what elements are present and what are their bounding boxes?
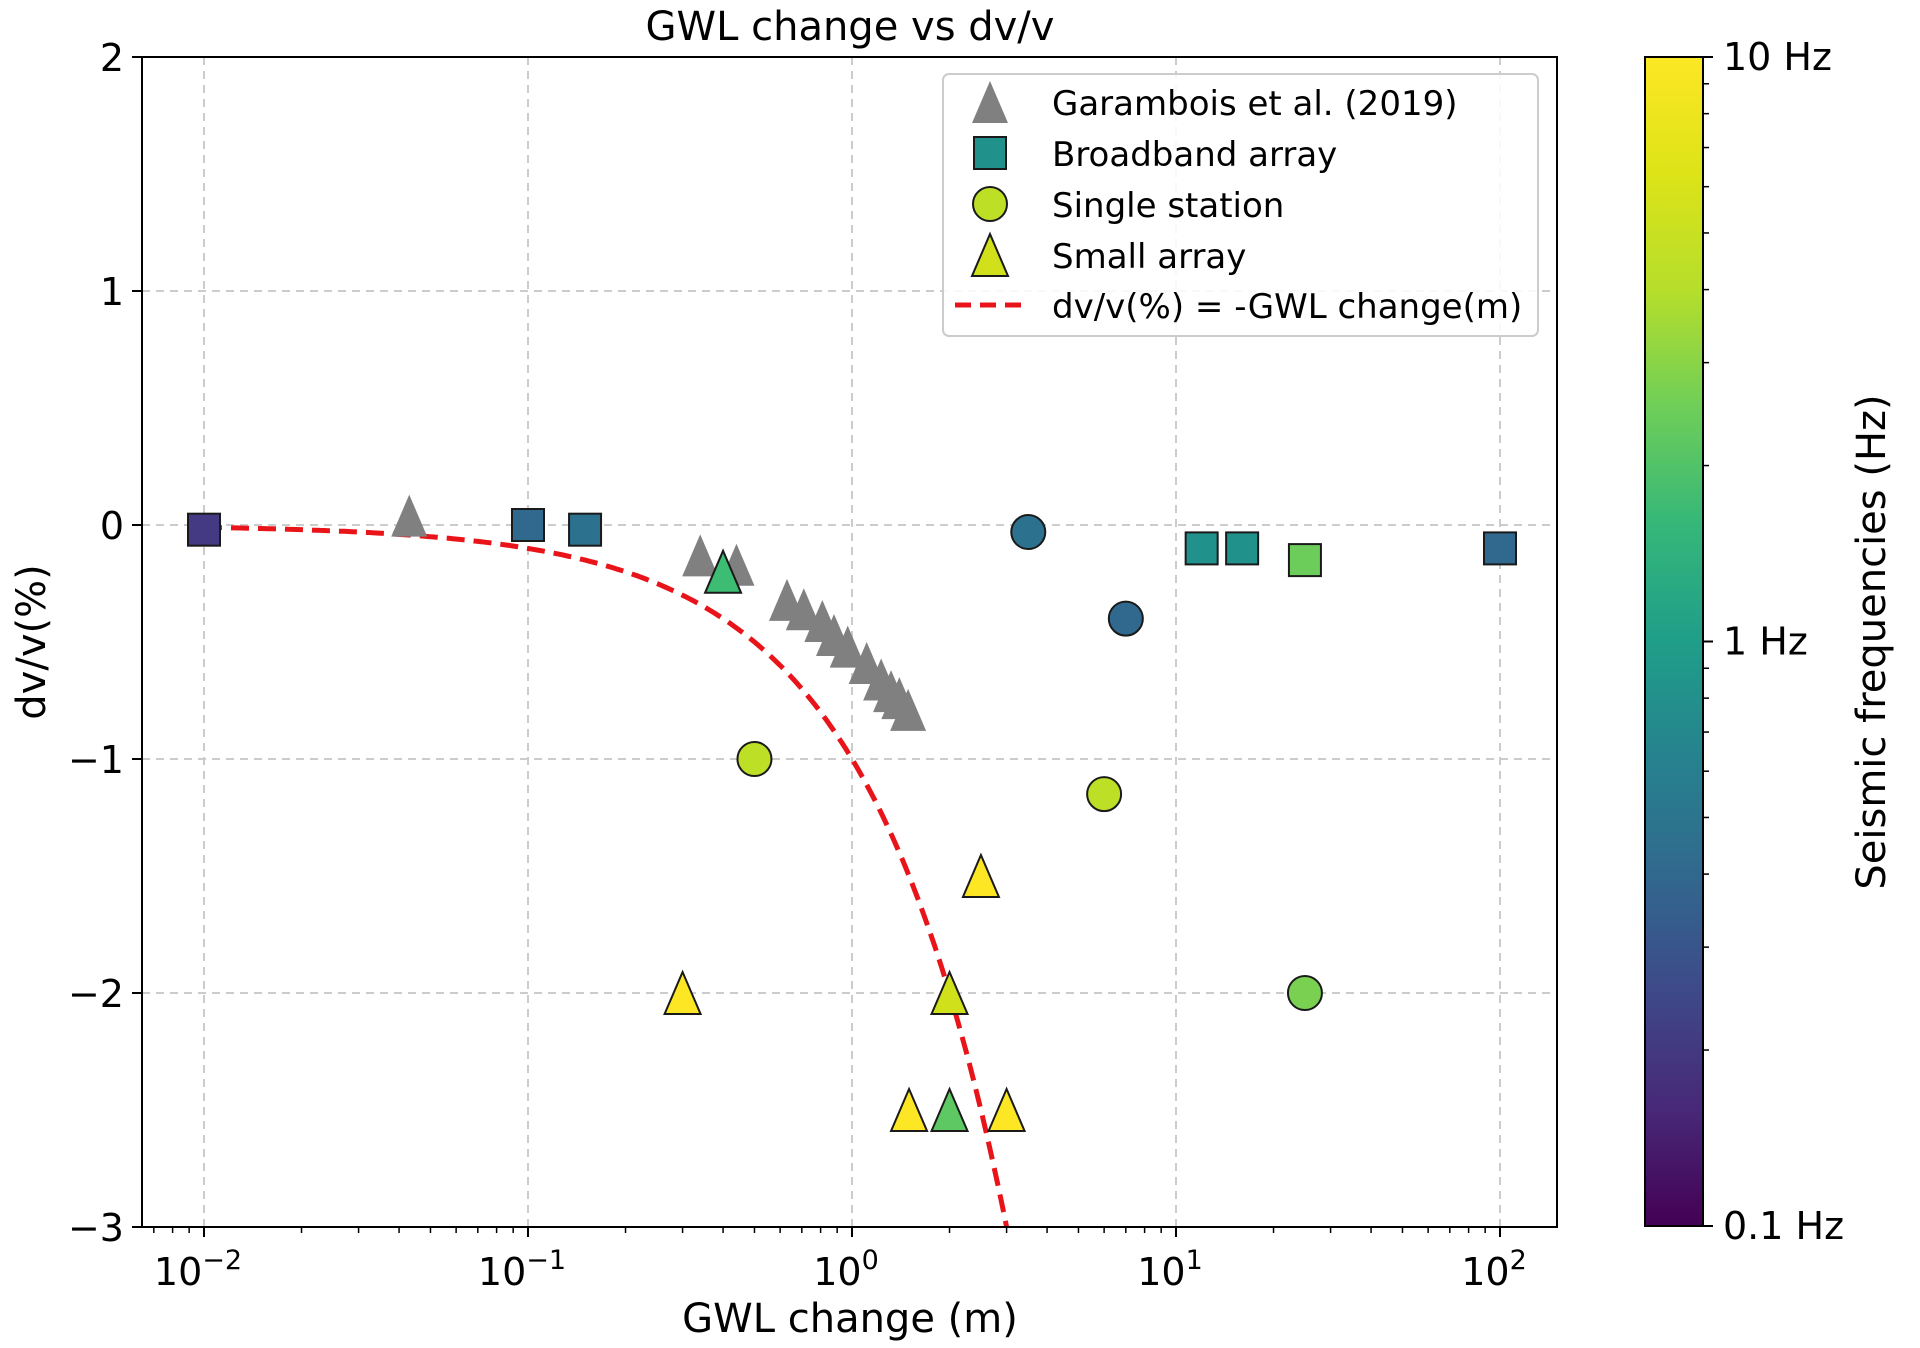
data-point <box>682 534 719 577</box>
data-point <box>930 969 970 1015</box>
y-tick-label: −1 <box>68 738 124 782</box>
points-layer <box>187 494 1517 1132</box>
legend: Garambois et al. (2019) Broadband array Si… <box>942 73 1539 337</box>
legend-label: Small array <box>1052 237 1246 277</box>
colorbar-label: Seismic frequencies (Hz) <box>1849 394 1895 889</box>
y-tick-label: 1 <box>100 270 124 314</box>
x-tick-label: 10−2 <box>154 1245 242 1294</box>
data-point <box>663 969 703 1015</box>
data-point <box>961 852 1001 898</box>
legend-label: Single station <box>1052 186 1284 226</box>
data-point <box>511 508 545 542</box>
x-tick-label: 102 <box>1461 1245 1527 1294</box>
data-point <box>785 588 822 631</box>
chart-title: GWL change vs dv/v <box>646 4 1055 50</box>
data-point <box>568 512 603 547</box>
data-point <box>1483 531 1517 566</box>
legend-marker <box>970 231 1010 277</box>
reference-line <box>203 524 1010 1227</box>
data-point <box>1107 600 1144 637</box>
x-tick-label: 100 <box>813 1245 879 1294</box>
data-point <box>1086 776 1123 813</box>
data-point <box>736 741 773 777</box>
y-axis-ticks: 2 1 0 −1 −2 −3 <box>68 36 142 1250</box>
data-point <box>987 1086 1027 1132</box>
data-point <box>1286 975 1323 1011</box>
data-point <box>391 494 428 537</box>
data-point <box>829 625 866 668</box>
data-point <box>1184 531 1219 566</box>
y-tick-label: −2 <box>68 972 124 1016</box>
data-point <box>889 1086 929 1132</box>
colorbar-tick-label: 1 Hz <box>1723 620 1808 664</box>
legend-marker <box>973 136 1007 170</box>
legend-marker <box>972 81 1008 123</box>
x-tick-label: 101 <box>1137 1245 1203 1294</box>
data-point <box>1225 531 1260 566</box>
x-tick-label: 10−1 <box>478 1245 566 1294</box>
colorbar-tick-label: 0.1 Hz <box>1723 1204 1844 1248</box>
data-point <box>1010 514 1047 551</box>
legend-box <box>942 73 1539 337</box>
y-tick-label: 2 <box>100 36 124 80</box>
data-point <box>703 548 743 594</box>
y-tick-label: 0 <box>100 504 124 548</box>
colorbar-gradient <box>1644 56 1704 1227</box>
y-tick-label: −3 <box>68 1206 124 1250</box>
plot-frame <box>141 56 1558 1228</box>
colorbar: 10 Hz 1 Hz 0.1 Hz Seismic frequencies (Hz) <box>1644 35 1895 1248</box>
data-point <box>890 688 927 731</box>
legend-label: Broadband array <box>1052 135 1337 175</box>
data-point <box>187 512 221 547</box>
data-point <box>930 1086 970 1132</box>
x-axis-label: GWL change (m) <box>682 1296 1018 1342</box>
legend-label: dv/v(%) = -GWL change(m) <box>1052 287 1522 327</box>
reference-line-layer <box>203 524 1010 1227</box>
colorbar-tick-label: 10 Hz <box>1723 35 1832 79</box>
data-point <box>1287 543 1322 578</box>
y-axis-label: dv/v(%) <box>9 564 55 719</box>
x-axis-ticks: 10−2 10−1 100 101 102 <box>153 1227 1527 1294</box>
legend-marker <box>972 186 1008 222</box>
legend-label: Garambois et al. (2019) <box>1052 84 1457 124</box>
